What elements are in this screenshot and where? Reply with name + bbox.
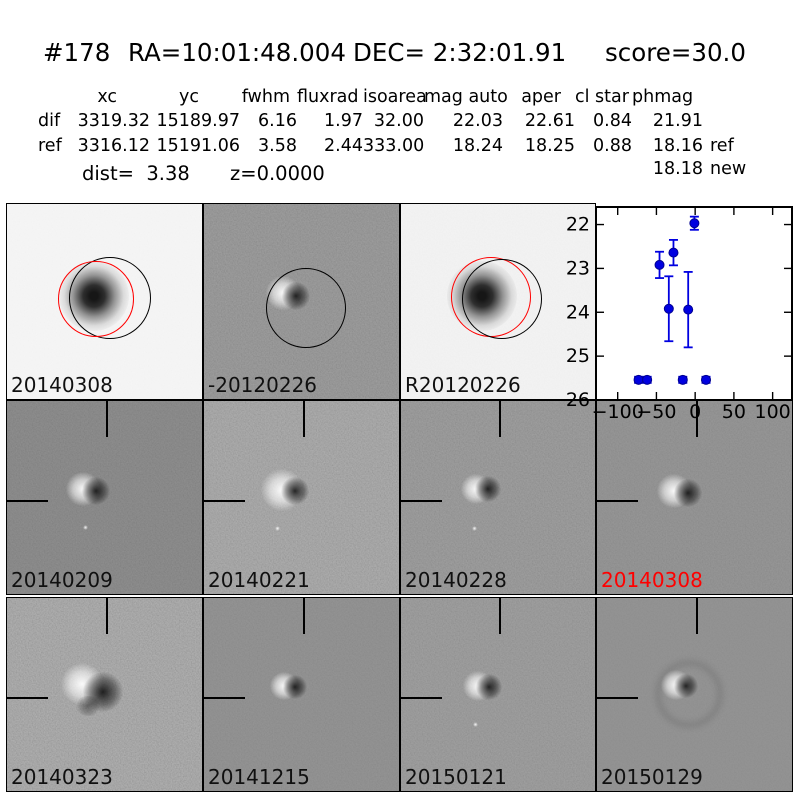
stamp-epoch-image: 20141215 <box>203 597 400 792</box>
noise-speck <box>83 525 88 530</box>
cell-fluxrad: 1.97 <box>324 111 363 131</box>
cell-yc: 15189.97 <box>156 111 240 131</box>
crosshair-left-tick <box>401 500 442 503</box>
stamp-epoch-image: 20140209 <box>6 400 203 595</box>
stamp-date-label: -20120226 <box>208 373 318 397</box>
crosshair-left-tick <box>204 697 245 700</box>
stamp-new-image: 20140308 <box>6 203 203 400</box>
cell-isoarea: 333.00 <box>363 136 425 156</box>
residual-dark-lobe <box>475 476 501 502</box>
stamp-date-label: 20150121 <box>405 765 507 789</box>
residual-dark-lobe <box>283 675 307 699</box>
crosshair-top-tick <box>695 401 698 437</box>
cell-suffix: ref <box>710 136 734 156</box>
cell-phmag: 18.18 <box>652 159 703 179</box>
crosshair-left-tick <box>7 500 48 503</box>
cell-magauto: 18.24 <box>452 136 503 156</box>
residual-dark-lobe <box>83 672 123 712</box>
cell-fwhm: 3.58 <box>258 136 297 156</box>
stamp-date-label: R20120226 <box>405 373 521 397</box>
crosshair-top-tick <box>302 401 305 437</box>
cell-suffix: new <box>710 159 747 179</box>
stamp-date-label: 20140308 <box>11 373 113 397</box>
cell-isoarea: 32.00 <box>373 111 424 131</box>
stamp-ref-image: R20120226 <box>400 203 596 400</box>
aperture-circle-red <box>58 261 134 337</box>
stamp-date-label: 20140209 <box>11 568 113 592</box>
col-header-xc: xc <box>97 87 117 107</box>
cell-aper: 22.61 <box>524 111 575 131</box>
table-row-dif: dif 3319.32 15189.97 6.16 1.97 32.00 22.… <box>38 111 710 131</box>
noise-speck <box>473 722 478 727</box>
cell-phmag: 18.16 <box>652 136 703 156</box>
col-header-fluxrad: fluxrad <box>297 87 359 107</box>
table-header-row: xc yc fwhm fluxrad isoarea mag auto aper… <box>38 87 703 107</box>
stamp-epoch-image: 20140323 <box>6 597 203 792</box>
cell-clstar: 0.88 <box>593 136 632 156</box>
col-header-yc: yc <box>179 87 199 107</box>
residual-dark-lobe <box>674 479 702 507</box>
col-header-aper: aper <box>521 87 561 107</box>
aperture-circle-black <box>266 268 346 348</box>
redshift-value: z=0.0000 <box>230 162 325 185</box>
cell-phmag: 21.91 <box>652 111 703 131</box>
noise-speck <box>472 526 477 531</box>
col-header-phmag: phmag <box>632 87 694 107</box>
stamp-epoch-image: 20140228 <box>400 400 596 595</box>
aperture-circle-black <box>462 259 542 339</box>
cell-aper: 18.25 <box>524 136 575 156</box>
stamp-epoch-image: 20140221 <box>203 400 400 595</box>
stamp-date-label: 20140221 <box>208 568 310 592</box>
row-label <box>38 159 62 179</box>
residual-dark-lobe <box>281 477 309 505</box>
crosshair-left-tick <box>597 500 638 503</box>
col-header-fwhm: fwhm <box>241 87 290 107</box>
residual-dark-ring <box>655 660 723 728</box>
col-header-clstar: cl star <box>575 87 629 107</box>
stamp-date-label: 20141215 <box>208 765 310 789</box>
crosshair-left-tick <box>401 697 442 700</box>
candidate-ra: RA=10:01:48.004 <box>128 38 346 67</box>
stamp-epoch-image: 20150129 <box>596 597 793 792</box>
cell-xc: 3319.32 <box>77 111 150 131</box>
cell-fluxrad: 2.44 <box>324 136 363 156</box>
cell-magauto: 22.03 <box>452 111 503 131</box>
stamp-epoch-image-discovery: 20140308 <box>596 400 793 595</box>
stamp-date-label: 20140323 <box>11 765 113 789</box>
stamp-date-label: 20140308 <box>601 568 703 592</box>
crosshair-top-tick <box>695 598 698 634</box>
stamp-date-label: 20140228 <box>405 568 507 592</box>
dist-value: dist= 3.38 <box>82 162 190 185</box>
crosshair-top-tick <box>302 598 305 634</box>
residual-dark-lobe <box>476 674 502 700</box>
residual-dark-lobe <box>75 696 101 716</box>
cell-xc: 3316.12 <box>77 136 150 156</box>
residual-dark-lobe <box>674 674 698 698</box>
col-header-isoarea: isoarea <box>363 87 427 107</box>
crosshair-left-tick <box>597 697 638 700</box>
crosshair-top-tick <box>105 401 108 437</box>
noise-speck <box>275 526 280 531</box>
row-label: ref <box>38 136 62 156</box>
residual-dark-lobe <box>82 477 110 505</box>
crosshair-left-tick <box>7 697 48 700</box>
table-row-new: 18.18 new <box>38 159 746 179</box>
col-header-magauto: mag auto <box>424 87 508 107</box>
cell-fwhm: 6.16 <box>258 111 297 131</box>
stamp-date-label: 20150129 <box>601 765 703 789</box>
candidate-dec: DEC= 2:32:01.91 <box>353 38 567 67</box>
candidate-id: #178 <box>43 38 111 67</box>
crosshair-top-tick <box>499 401 501 437</box>
stamp-epoch-image: 20150121 <box>400 597 596 792</box>
candidate-score: score=30.0 <box>605 38 746 67</box>
crosshair-top-tick <box>105 598 108 634</box>
cell-yc: 15191.06 <box>156 136 240 156</box>
cell-clstar: 0.84 <box>593 111 632 131</box>
table-row-ref: ref 3316.12 15191.06 3.58 2.44 333.00 18… <box>38 136 734 156</box>
row-label: dif <box>38 111 61 131</box>
crosshair-left-tick <box>204 500 245 503</box>
crosshair-top-tick <box>499 598 501 634</box>
stamp-diff-ref-image: -20120226 <box>203 203 400 400</box>
